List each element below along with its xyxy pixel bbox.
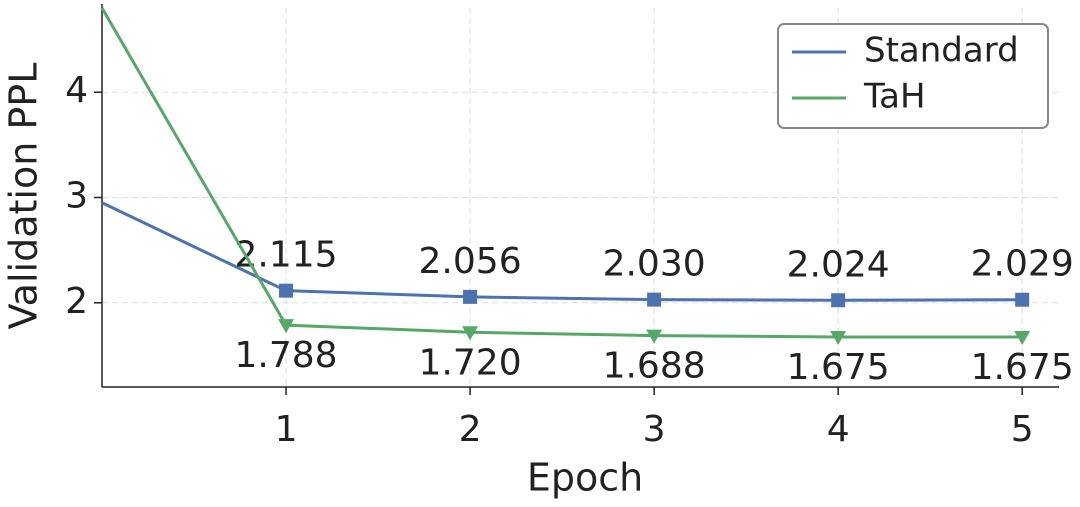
y-tick-label: 4 (65, 70, 88, 111)
x-axis-label: Epoch (527, 456, 643, 500)
y-tick-label: 2 (65, 281, 88, 322)
marker (463, 289, 478, 304)
y-axis-label: Validation PPL (2, 63, 46, 330)
value-label: 2.029 (971, 244, 1074, 285)
legend-label: TaH (863, 77, 926, 117)
value-label: 2.115 (235, 235, 338, 276)
value-label: 1.720 (419, 342, 522, 383)
value-label: 2.030 (603, 244, 706, 285)
x-tick-label: 2 (459, 409, 482, 450)
x-tick-label: 1 (275, 409, 298, 450)
x-tick-label: 4 (827, 409, 850, 450)
marker (278, 319, 295, 334)
marker (647, 292, 662, 307)
marker (831, 293, 846, 308)
marker (279, 283, 294, 298)
value-label: 1.675 (787, 347, 890, 388)
marker (646, 329, 663, 344)
value-label: 2.024 (787, 244, 890, 285)
value-label: 1.675 (971, 347, 1074, 388)
x-tick-label: 5 (1011, 409, 1034, 450)
marker (1014, 330, 1031, 345)
value-label: 1.788 (235, 335, 338, 376)
series-line (101, 201, 1023, 302)
y-tick-label: 3 (65, 176, 88, 217)
marker (830, 330, 847, 345)
x-tick-label: 3 (643, 409, 666, 450)
marker (1015, 292, 1030, 307)
marker (462, 326, 479, 341)
series-line (100, 7, 1023, 339)
legend-box (777, 23, 1049, 129)
value-label: 1.688 (603, 346, 706, 387)
legend-label: Standard (864, 31, 1019, 71)
value-label: 2.056 (419, 241, 522, 282)
